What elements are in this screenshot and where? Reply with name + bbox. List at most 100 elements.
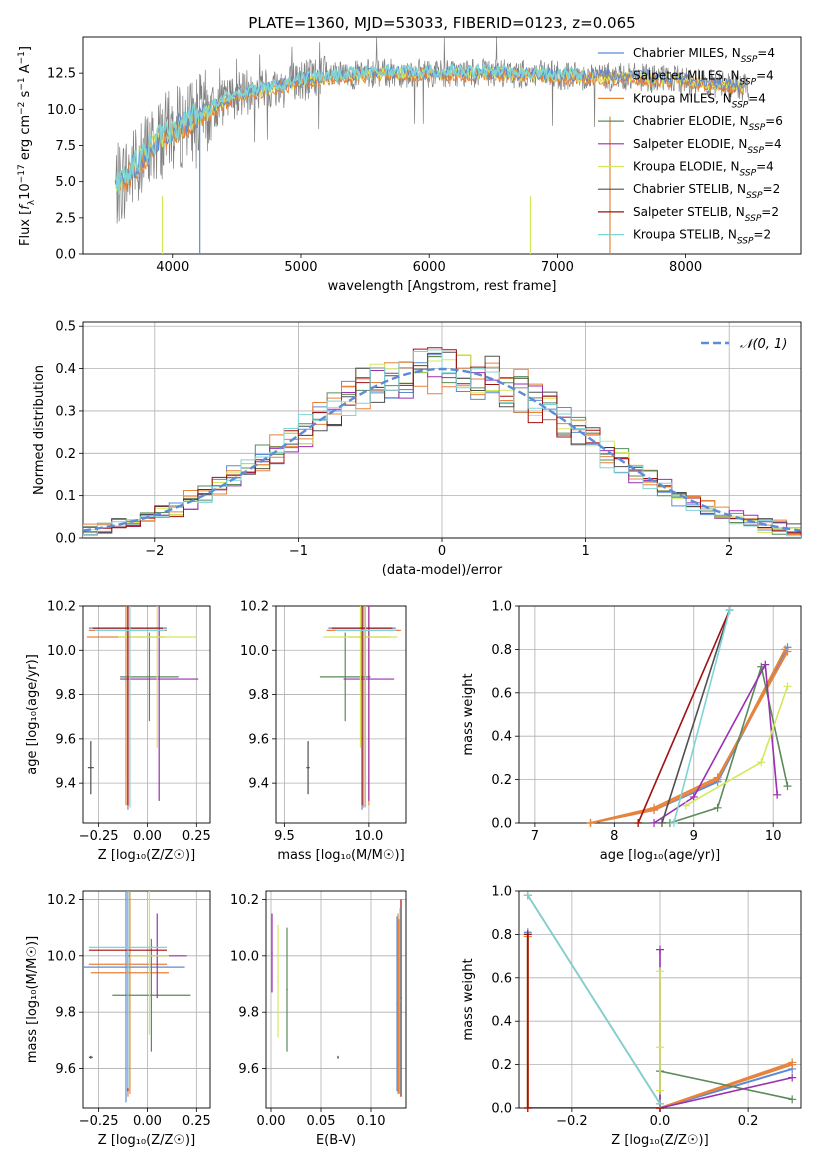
y-tick-label: 0.5 xyxy=(55,320,76,335)
y-axis-label: age [log₁₀(age/yr)] xyxy=(25,654,40,775)
plus-marker xyxy=(656,1043,664,1052)
model-spectrum xyxy=(115,62,584,195)
y-tick-label: 0.2 xyxy=(55,447,76,462)
y-tick-label: 0.0 xyxy=(55,532,76,547)
plus-marker xyxy=(783,682,792,691)
label-part: , N xyxy=(724,46,741,60)
data-point xyxy=(368,678,370,680)
chart-title: PLATE=1360, MJD=53033, FIBERID=0123, z=0… xyxy=(248,14,635,32)
x-axis-label: (data-model)/error xyxy=(382,563,503,578)
y-tick-label: 9.6 xyxy=(248,732,269,747)
y-tick-label: 0.6 xyxy=(491,971,512,986)
legend-entry: Salpeter ELODIE, NSSP=4 xyxy=(633,137,782,156)
legend-name: Salpeter STELIB xyxy=(633,205,728,219)
x-axis-label: age [log₁₀(age/yr)] xyxy=(600,848,721,863)
plus-marker xyxy=(656,1086,664,1095)
x-tick-label: 9.5 xyxy=(274,829,295,844)
label-part: = xyxy=(756,160,766,174)
x-tick-label: 0.25 xyxy=(182,1114,211,1129)
data-point xyxy=(127,627,129,629)
y-tick-label: 9.8 xyxy=(55,1006,76,1021)
y-tick-label: 12.5 xyxy=(47,67,76,82)
data-point xyxy=(337,1056,339,1059)
y-tick-label: 0.0 xyxy=(491,817,512,832)
label-part: SSP xyxy=(741,55,758,65)
legend-entry: Chabrier ELODIE, NSSP=6 xyxy=(633,114,783,133)
x-tick-label: 6000 xyxy=(413,260,446,275)
axes-frame xyxy=(275,605,407,824)
label-part: = xyxy=(761,205,771,219)
label-part: SSP xyxy=(740,78,757,88)
label-part: f xyxy=(18,203,33,210)
label-part: , N xyxy=(732,114,749,128)
weight-line xyxy=(527,894,661,1105)
weight-line xyxy=(590,651,789,823)
weight-line xyxy=(653,661,778,823)
legend-entry: 𝒩(0, 1) xyxy=(740,337,787,352)
y-tick-label: 9.4 xyxy=(55,777,76,792)
plus-marker xyxy=(761,660,770,669)
x-tick-label: −2 xyxy=(145,544,164,559)
label-part: , N xyxy=(729,182,746,196)
x-tick-label: 0 xyxy=(438,544,446,559)
data-point xyxy=(359,636,362,638)
y-tick-label: 9.8 xyxy=(238,1006,259,1021)
x-tick-label: 0.00 xyxy=(257,1114,286,1129)
x-tick-label: 2 xyxy=(725,544,733,559)
y-tick-label: 10.0 xyxy=(240,644,269,659)
plus-marker xyxy=(788,1073,797,1082)
label-part: , N xyxy=(715,91,732,105)
label-part: , N xyxy=(720,228,737,242)
y-axis-label: mass weight xyxy=(461,958,476,1040)
y-tick-label: 0.0 xyxy=(55,248,76,263)
plus-marker xyxy=(788,1095,797,1104)
weight-line xyxy=(661,610,731,823)
label-part: Flux [ xyxy=(18,210,33,246)
label-part: , N xyxy=(723,69,740,83)
y-tick-label: 0.4 xyxy=(55,362,76,377)
legend-nssp: 2 xyxy=(771,205,779,219)
legend-nssp: 4 xyxy=(774,137,782,151)
axes-frame xyxy=(82,321,802,539)
plus-marker xyxy=(669,819,678,827)
label-part: = xyxy=(753,228,763,242)
data-point xyxy=(397,1002,399,1005)
x-tick-label: 7 xyxy=(531,829,539,844)
label-part: = xyxy=(748,91,758,105)
data-point xyxy=(361,627,363,629)
y-tick-label: 2.5 xyxy=(55,211,76,226)
y-tick-label: 10.0 xyxy=(47,644,76,659)
y-tick-label: 10.2 xyxy=(230,893,259,908)
plus-marker xyxy=(689,792,698,801)
label-part: A xyxy=(18,64,33,77)
data-point xyxy=(307,766,309,769)
data-point xyxy=(125,966,127,968)
data-point xyxy=(364,629,367,632)
weight-line xyxy=(637,609,731,823)
legend-entry: Kroupa STELIB, NSSP=2 xyxy=(633,228,771,247)
x-axis-label: Z [log₁₀(Z/Z☉)] xyxy=(98,848,195,863)
legend-entry: Chabrier MILES, NSSP=4 xyxy=(633,46,775,65)
legend-name: Kroupa ELODIE xyxy=(633,160,723,174)
plus-marker xyxy=(681,801,690,810)
plus-marker xyxy=(650,819,659,827)
legend-nssp: 4 xyxy=(766,160,774,174)
y-tick-label: 10.2 xyxy=(240,600,269,615)
label-part: SSP xyxy=(746,191,763,201)
legend-entry: Salpeter MILES, NSSP=4 xyxy=(633,69,774,88)
x-tick-label: 0.05 xyxy=(307,1114,336,1129)
label-part: ] xyxy=(18,46,33,51)
legend-name: Chabrier ELODIE xyxy=(633,114,732,128)
legend-name: Kroupa STELIB xyxy=(633,228,720,242)
data-point xyxy=(129,971,131,974)
axes-frame xyxy=(82,890,211,1109)
plus-marker xyxy=(656,967,664,976)
label-part: 10 xyxy=(18,183,33,200)
legend-name: Salpeter ELODIE xyxy=(633,137,731,151)
data-point xyxy=(127,946,129,949)
plus-marker xyxy=(586,819,595,827)
plus-marker xyxy=(773,790,782,799)
data-point xyxy=(277,980,279,982)
model-spectrum xyxy=(115,64,744,192)
